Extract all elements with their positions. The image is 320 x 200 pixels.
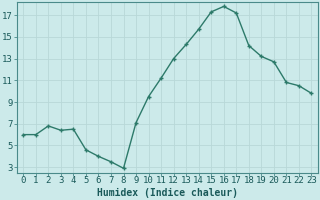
X-axis label: Humidex (Indice chaleur): Humidex (Indice chaleur)	[97, 188, 238, 198]
